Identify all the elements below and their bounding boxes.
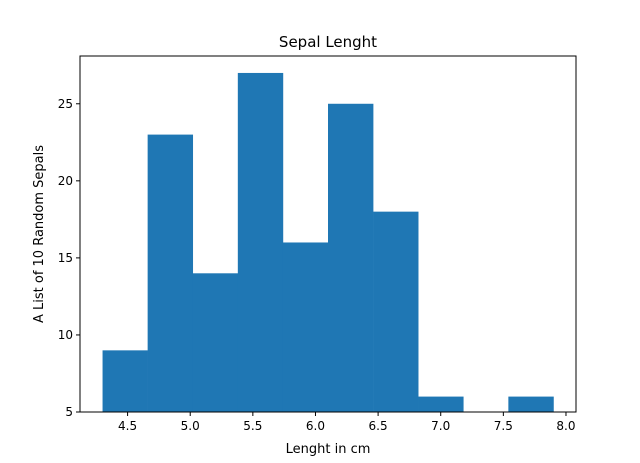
y-ticks: 5 10 15 20 25 xyxy=(58,97,80,419)
histogram-bar xyxy=(508,396,554,412)
y-tick-label: 25 xyxy=(58,97,73,111)
x-tick-label: 6.0 xyxy=(306,419,325,433)
x-ticks: 4.5 5.0 5.5 6.0 6.5 7.0 7.5 8.0 xyxy=(118,412,576,433)
x-tick-label: 4.5 xyxy=(118,419,137,433)
histogram-bar xyxy=(282,242,329,412)
histogram-bar xyxy=(192,273,239,412)
y-tick-label: 15 xyxy=(58,251,73,265)
x-tick-label: 7.0 xyxy=(431,419,450,433)
histogram-bar xyxy=(373,211,419,412)
y-tick-label: 20 xyxy=(58,174,73,188)
chart-title: Sepal Lenght xyxy=(279,33,377,51)
x-tick-label: 7.5 xyxy=(494,419,513,433)
histogram-bar xyxy=(328,103,374,413)
histogram-bar xyxy=(147,134,194,412)
histogram-bar xyxy=(102,350,148,412)
y-tick-label: 5 xyxy=(65,405,73,419)
x-tick-label: 5.5 xyxy=(243,419,262,433)
x-tick-label: 6.5 xyxy=(369,419,388,433)
histogram-bar xyxy=(418,396,464,412)
histogram-bar xyxy=(237,72,284,412)
bars-group xyxy=(102,72,554,413)
x-tick-label: 8.0 xyxy=(556,419,575,433)
x-tick-label: 5.0 xyxy=(181,419,200,433)
plot-frame xyxy=(79,55,577,413)
x-axis-label: Lenght in cm xyxy=(286,442,371,457)
y-tick-label: 10 xyxy=(58,328,73,342)
y-axis-label: A List of 10 Random Sepals xyxy=(32,145,47,323)
